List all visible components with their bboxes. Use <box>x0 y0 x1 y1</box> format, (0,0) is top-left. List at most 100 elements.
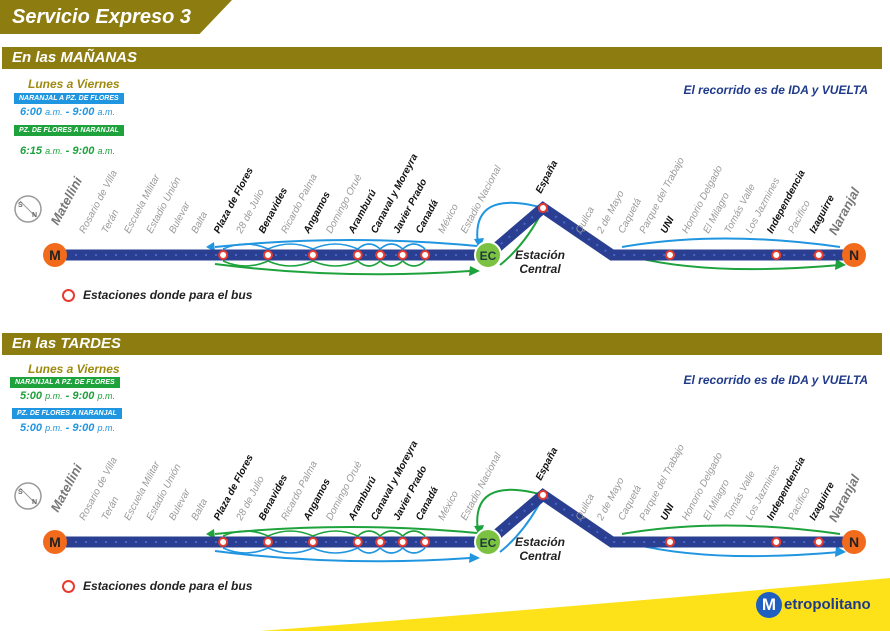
stop-marker <box>263 250 273 260</box>
station-label: Quilca <box>574 205 597 236</box>
hop-arc <box>267 547 314 554</box>
central-station-marker <box>474 241 502 269</box>
hop-arc <box>222 243 269 250</box>
hop-arc <box>402 547 426 554</box>
stop-marker <box>397 537 408 547</box>
compass-n-label: N <box>32 499 37 506</box>
hop-arc <box>357 243 381 250</box>
stop-marker <box>375 250 386 260</box>
station-label: Quilca <box>574 492 597 523</box>
compass-needle-icon <box>19 200 37 218</box>
stop-ring-icon <box>62 289 75 303</box>
hop-arc <box>267 260 314 267</box>
station-label: Naranjal <box>825 472 863 525</box>
central-station-code: EC <box>480 536 497 550</box>
stop-marker <box>665 250 675 260</box>
compass-s-label: S <box>18 489 23 496</box>
stop-marker <box>420 537 431 547</box>
morning-note: El recorrido es de IDA y VUELTA <box>683 83 869 97</box>
arrow-icon <box>469 553 480 563</box>
arrow-icon <box>835 259 846 270</box>
stop-marker <box>218 250 229 260</box>
central-station-marker <box>474 528 502 556</box>
page-title: Servicio Expreso 3 <box>0 0 232 34</box>
station-label: Estadio Nacional <box>459 450 504 522</box>
hop-arc <box>267 243 314 250</box>
route-flow-arc <box>214 550 471 563</box>
hop-arc <box>402 260 426 267</box>
hop-arc <box>312 260 359 267</box>
compass-needle-icon <box>19 487 37 505</box>
station-label: España <box>534 158 561 195</box>
hop-arc <box>402 243 426 250</box>
stop-marker <box>813 250 824 260</box>
terminal-m-marker <box>43 530 67 554</box>
stop-marker <box>397 250 408 260</box>
station-label: México <box>436 489 461 523</box>
terminal-m-label: M <box>49 534 61 550</box>
stop-marker <box>771 250 782 260</box>
morning-route1-time: 6:00 a.m. - 9:00 a.m. <box>20 106 116 118</box>
central-station-label: Estación <box>515 535 565 549</box>
route-flow-arc <box>621 524 841 535</box>
central-station-label: Estación <box>515 248 565 262</box>
hop-arc <box>379 260 404 267</box>
hop-arc <box>222 547 269 554</box>
morning-route2-badge: PZ. DE FLORES A NARANJAL <box>14 125 124 136</box>
route-flow-arc <box>621 237 841 248</box>
stop-marker <box>307 250 318 260</box>
station-label: Terán <box>100 495 122 523</box>
stop-marker <box>420 250 431 260</box>
station-label: Estadio Nacional <box>459 163 504 235</box>
morning-route2-time: 6:15 a.m. - 9:00 a.m. <box>20 145 116 157</box>
station-label: Terán <box>100 208 122 236</box>
afternoon-route1-badge: NARANJAL A PZ. DE FLORES <box>10 377 120 388</box>
station-label: México <box>436 202 461 236</box>
arrow-icon <box>469 266 480 276</box>
terminal-n-label: N <box>849 247 859 263</box>
hop-arc <box>222 530 269 537</box>
compass-s-label: S <box>18 202 23 209</box>
station-label: Balta <box>190 497 211 523</box>
afternoon-days: Lunes a Viernes <box>28 362 120 376</box>
arrow-icon <box>835 546 846 557</box>
afternoon-route2-time: 5:00 p.m. - 9:00 p.m. <box>20 422 116 434</box>
afternoon-note: El recorrido es de IDA y VUELTA <box>683 373 869 387</box>
arrow-icon <box>474 525 484 536</box>
morning-header: En las MAÑANAS <box>2 47 882 69</box>
hop-arc <box>379 243 404 250</box>
station-label: UNI <box>659 215 677 236</box>
station-label: Matellini <box>47 461 85 514</box>
station-label: UNI <box>659 502 677 523</box>
stop-marker <box>538 490 548 500</box>
stop-marker <box>813 537 824 547</box>
terminal-m-marker <box>43 243 67 267</box>
afternoon-header: En las TARDES <box>2 333 882 355</box>
stop-ring-icon <box>62 580 75 594</box>
afternoon-route2-badge: PZ. DE FLORES A NARANJAL <box>12 408 122 419</box>
stop-marker <box>307 537 318 547</box>
stop-marker <box>218 537 229 547</box>
hop-arc <box>222 260 269 267</box>
stop-marker <box>263 537 273 547</box>
hop-arc <box>357 547 381 554</box>
stop-marker <box>538 203 548 213</box>
stop-marker <box>771 537 782 547</box>
central-station-label: Central <box>519 549 561 563</box>
terminal-n-label: N <box>849 534 859 550</box>
station-label: Naranjal <box>825 185 863 238</box>
terminal-n-marker <box>842 530 866 554</box>
stop-marker <box>352 250 363 260</box>
stop-marker <box>352 537 363 547</box>
hop-arc <box>312 530 359 537</box>
hop-arc <box>379 547 404 554</box>
compass-n-label: N <box>32 212 37 219</box>
hop-arc <box>357 260 381 267</box>
route-flow-arc <box>476 201 544 246</box>
hop-arc <box>267 530 314 537</box>
hop-arc <box>357 530 381 537</box>
central-station-label: Central <box>519 262 561 276</box>
